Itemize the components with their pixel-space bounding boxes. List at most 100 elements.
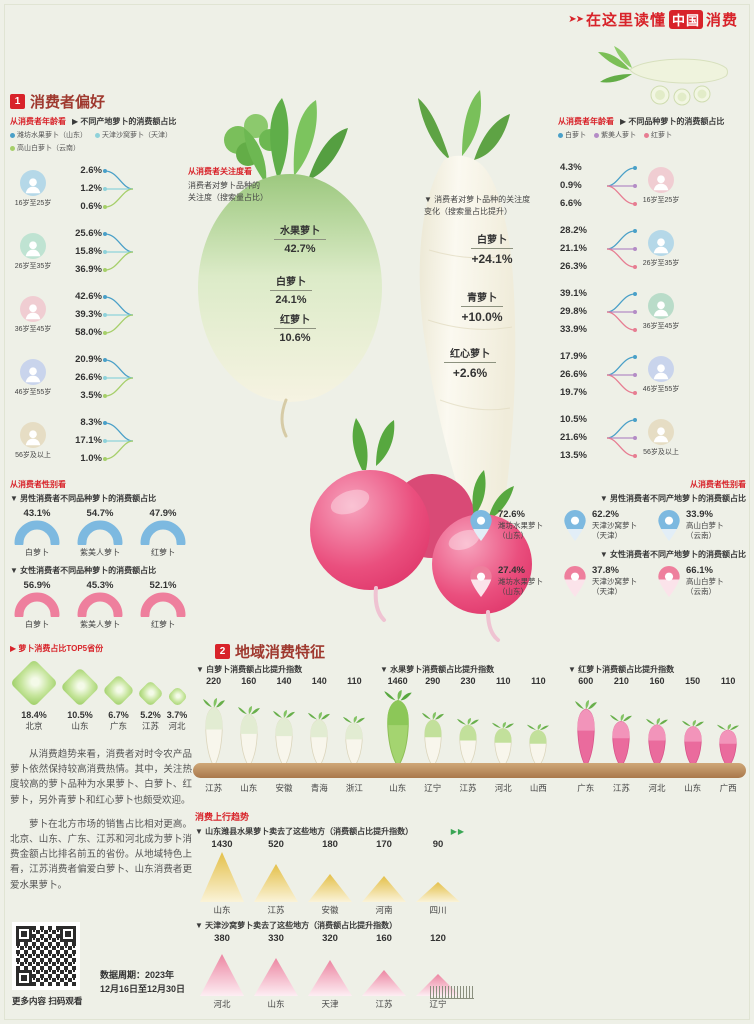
diamond-icon: [166, 685, 188, 707]
percent-value: 10.5%: [560, 414, 587, 425]
variety-name: 红萝卜: [274, 311, 316, 329]
top5-provinces-block: ▶ 萝卜消费占比TOP5省份 18.4% 北京 10.5% 山东 6.7% 广东…: [9, 643, 196, 732]
gender-pin-item: 33.9% 高山白萝卜 （云南）: [656, 509, 746, 542]
legend-dot-blue: [10, 132, 15, 138]
map-pin-chart-icon: [470, 565, 492, 598]
share-value: 62.2%: [592, 509, 619, 520]
share-value: 43.1%: [23, 508, 51, 519]
legend-dot-red: [644, 132, 649, 138]
percent-value: 13.5%: [560, 450, 587, 461]
age-group: 36岁至45岁 42.6% 39.3% 58.0%: [10, 285, 196, 345]
percent-value: 21.6%: [560, 432, 587, 443]
arrow-icon: ➤➤: [568, 14, 584, 25]
uptrend-weixian-block: 消费上行趋势 ▼ 山东潍县水果萝卜卖去了这些地方（消费额占比提升指数） ▶▶ 1…: [195, 810, 465, 916]
daikon-body-illustration: [419, 155, 516, 557]
avatar-icon: [20, 170, 46, 196]
legend-item: 高山白萝卜（云南）: [10, 143, 80, 153]
origin-province: （云南）: [686, 587, 716, 597]
origin-name: 潍坊水果萝卜: [498, 521, 543, 531]
arc-chart-icon: [77, 592, 123, 617]
variety-name: 紫美人萝卜: [80, 620, 120, 629]
section1-number-badge: 1: [10, 94, 25, 109]
origin-name: 高山白萝卜: [686, 577, 724, 587]
diamond-icon: [9, 658, 59, 708]
age-label: 26岁至35岁: [642, 260, 680, 267]
percent-value: 15.8%: [75, 246, 102, 257]
age-group: 39.1% 29.8% 33.9% 36岁至45岁: [558, 282, 744, 342]
index-value: 160: [241, 676, 257, 686]
percent-value: 6.6%: [560, 198, 582, 209]
attention-label: 从消费者关注度看: [188, 167, 252, 176]
share-value: 27.4%: [498, 565, 525, 576]
province-name: 山东: [267, 999, 285, 1009]
origin-province: （天津）: [592, 531, 622, 541]
top5-item: 5.2% 江苏: [137, 680, 164, 732]
connector-lines: [606, 355, 637, 395]
mountain-icon: [254, 958, 298, 996]
green-top-radish-icon: [457, 718, 479, 768]
province-name: 广东: [577, 783, 595, 793]
province-name: 安徽: [275, 783, 293, 793]
connector-lines: [103, 421, 134, 461]
age-label: 36岁至45岁: [642, 323, 680, 330]
gender-pin-item: 37.8% 天津沙窝萝卜 （天津）: [562, 565, 652, 598]
origin-name: 高山白萝卜: [686, 521, 724, 531]
arc-chart-icon: [14, 520, 60, 545]
diamond-icon: [60, 667, 100, 707]
top5-item: 10.5% 山东: [60, 667, 100, 732]
mountain-icon: [416, 882, 460, 902]
qr-code: [12, 922, 80, 990]
mountain-icon: [308, 874, 352, 902]
share-value: 33.9%: [686, 509, 713, 520]
province-name: 江苏: [267, 905, 285, 915]
mini-radish-illustration: [598, 46, 728, 106]
green-top-radish-icon: [527, 724, 550, 768]
origin-name: 天津沙窝萝卜: [592, 577, 637, 587]
share-value: 6.7%: [108, 710, 129, 720]
legend-dot-lightblue: [95, 132, 100, 138]
percent-value: 58.0%: [75, 327, 102, 338]
legend-item: 红萝卜: [644, 130, 672, 140]
attention-item: 红萝卜 10.6%: [250, 310, 340, 344]
percent-value: 20.9%: [75, 354, 102, 365]
map-pin-chart-icon: [564, 565, 586, 598]
percent-value: 39.3%: [75, 309, 102, 320]
female-variety-title: ▼ 女性消费者不同品种萝卜的消费额占比: [10, 566, 157, 575]
age-label: 26岁至35岁: [14, 263, 52, 270]
percent-value: 39.1%: [560, 288, 587, 299]
index-value: 90: [432, 839, 444, 850]
avatar-icon: [20, 359, 46, 385]
age-group: 26岁至35岁 25.6% 15.8% 36.9%: [10, 222, 196, 282]
origin-province: （天津）: [592, 587, 622, 597]
top5-item: 6.7% 广东: [102, 674, 135, 732]
gender-pin-item: 27.4% 潍坊水果萝卜 （山东）: [468, 565, 558, 598]
percent-value: 3.5%: [80, 390, 102, 401]
age-label: 36岁至45岁: [14, 326, 52, 333]
red-radishes-illustration: [310, 418, 532, 642]
connector-lines: [606, 418, 637, 458]
age-label: 56岁及以上: [643, 449, 679, 456]
index-value: 160: [376, 933, 392, 944]
share-value: 56.9%: [23, 580, 51, 591]
origin-name: 天津沙窝萝卜: [592, 521, 637, 531]
percent-value: 2.6%: [80, 165, 102, 176]
gender-pin-item: 66.1% 高山白萝卜 （云南）: [656, 565, 746, 598]
age-label: 46岁至55岁: [14, 389, 52, 396]
variety-gain: +10.0%: [461, 310, 503, 324]
percent-value: 0.6%: [80, 201, 102, 212]
connector-lines: [606, 166, 637, 206]
age-group: 10.5% 21.6% 13.5% 56岁及以上: [558, 408, 744, 468]
index-value: 150: [685, 676, 701, 686]
age-chart-variety: 从消费者年龄看 ▶ 不同品种萝卜的消费额占比 白萝卜 紫美人萝卜 红萝卜 4.3…: [558, 116, 744, 471]
province-name: 河北: [648, 783, 666, 793]
male-variety-title: ▼ 男性消费者不同品种萝卜的消费额占比: [10, 494, 157, 503]
chart-title: ▼ 白萝卜消费额占比提升指数: [196, 665, 303, 674]
province-name: 安徽: [321, 905, 339, 915]
variety-name: 红心萝卜: [444, 345, 496, 363]
share-value: 72.6%: [498, 509, 525, 520]
index-value: 120: [430, 933, 446, 944]
diamond-icon: [102, 674, 135, 707]
gender-label: 从消费者性别看: [10, 480, 66, 489]
green-top-radish-icon: [421, 712, 444, 768]
mountain-icon: [362, 876, 406, 902]
